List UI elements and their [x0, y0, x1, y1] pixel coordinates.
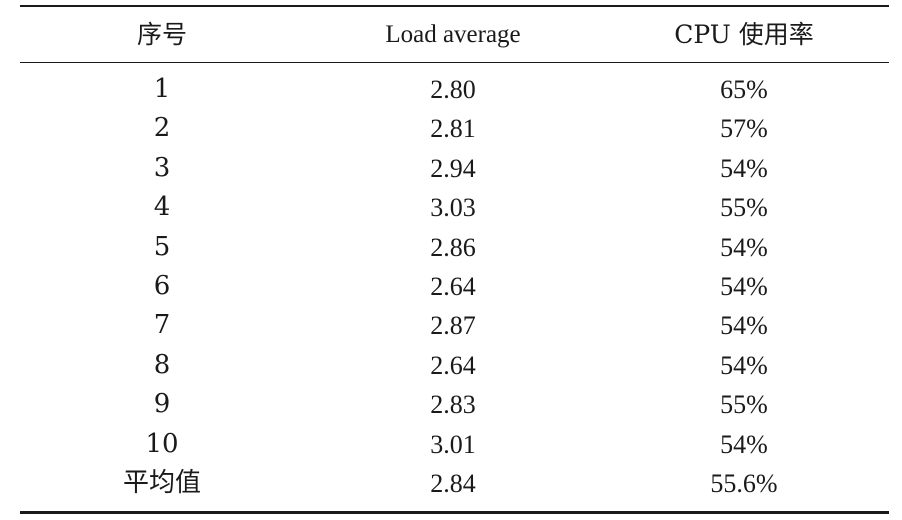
table-row: 7 2.87 54% [20, 306, 889, 345]
cell-cpu-usage: 54% [720, 232, 768, 262]
cell-index: 10 [145, 428, 179, 459]
cell-cpu-usage: 54% [720, 272, 768, 301]
cell-load-average: 2.64 [430, 272, 476, 301]
cell-cpu-usage: 54% [720, 429, 768, 459]
cell-index: 平均值 [122, 468, 201, 498]
table-top-rule [20, 5, 889, 7]
cell-load-average: 2.64 [430, 350, 476, 380]
cell-index: 1 [153, 74, 171, 104]
table-row: 6 2.64 54% [20, 267, 889, 306]
cell-cpu-usage: 55% [720, 390, 768, 420]
cell-index: 7 [153, 310, 171, 341]
table-row: 1 2.80 65% [20, 70, 889, 109]
cell-load-average: 3.03 [430, 193, 476, 223]
cell-index: 9 [153, 389, 171, 420]
table-row: 4 3.03 55% [20, 188, 889, 227]
cell-index: 2 [153, 113, 171, 144]
table-row: 9 2.83 55% [20, 385, 889, 424]
table-row: 8 2.64 54% [20, 346, 889, 385]
table-row-average: 平均值 2.84 55.6% [20, 464, 889, 503]
cell-load-average: 2.83 [430, 390, 476, 420]
cell-load-average: 2.80 [430, 75, 476, 104]
cell-cpu-usage: 55.6% [710, 469, 778, 498]
table-header-row: 序号 Load average CPU 使用率 [20, 7, 889, 62]
cell-load-average: 2.81 [430, 114, 476, 144]
table-header-rule [20, 62, 889, 63]
cell-load-average: 2.84 [430, 469, 476, 498]
table-row: 3 2.94 54% [20, 149, 889, 188]
header-index: 序号 [136, 20, 187, 49]
cell-cpu-usage: 55% [720, 193, 768, 223]
cell-index: 3 [153, 152, 171, 183]
table-bottom-rule [20, 511, 889, 514]
cell-cpu-usage: 54% [720, 350, 768, 380]
header-load-average: Load average [385, 21, 521, 48]
cell-index: 8 [153, 349, 171, 380]
cell-cpu-usage: 54% [720, 153, 768, 183]
cell-load-average: 2.94 [430, 153, 476, 183]
cell-cpu-usage: 65% [720, 75, 768, 104]
header-cpu-usage: CPU 使用率 [674, 20, 814, 49]
cell-index: 6 [153, 271, 171, 301]
table-row: 10 3.01 54% [20, 425, 889, 464]
cell-load-average: 3.01 [430, 429, 476, 459]
cell-cpu-usage: 57% [720, 114, 768, 144]
cell-cpu-usage: 54% [720, 311, 768, 341]
cell-index: 5 [153, 231, 171, 262]
cell-index: 4 [153, 192, 171, 223]
cell-load-average: 2.86 [430, 232, 476, 262]
cell-load-average: 2.87 [430, 311, 476, 341]
table-row: 5 2.86 54% [20, 228, 889, 267]
table-row: 2 2.81 57% [20, 109, 889, 148]
